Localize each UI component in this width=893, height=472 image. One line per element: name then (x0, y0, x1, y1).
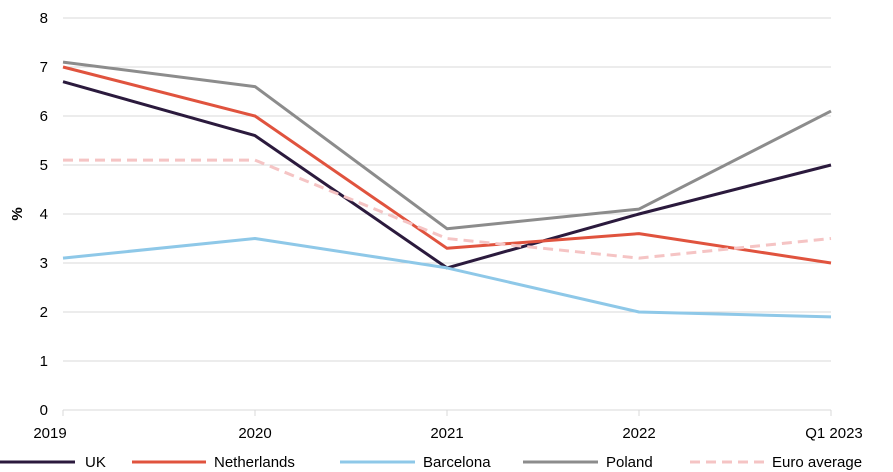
legend-label: Netherlands (214, 454, 295, 471)
legend-item: Poland (523, 454, 653, 471)
y-tick-label: 6 (40, 108, 48, 125)
y-axis: 0 1 2 3 4 5 6 7 8 (40, 10, 48, 419)
x-tick-label: 2020 (238, 425, 271, 442)
legend-label: UK (85, 454, 106, 471)
series-line-barcelona (62, 237, 832, 319)
y-tick-label: 4 (40, 206, 48, 223)
legend-label: Barcelona (423, 454, 491, 471)
x-tick-label: Q1 2023 (805, 425, 863, 442)
x-tick-label: 2019 (33, 425, 66, 442)
legend-item: Barcelona (340, 454, 491, 471)
legend-label: Poland (606, 454, 653, 471)
legend-label: Euro average (772, 454, 862, 471)
legend: UK Netherlands Barcelona Poland Euro average (0, 454, 862, 471)
x-tick-label: 2022 (622, 425, 655, 442)
x-tick-label: 2021 (430, 425, 463, 442)
gridlines (63, 17, 831, 362)
series-line-netherlands (62, 65, 832, 265)
legend-item: Euro average (690, 454, 862, 471)
series-line-uk (62, 80, 832, 270)
y-tick-label: 1 (40, 353, 48, 370)
legend-item: Netherlands (132, 454, 295, 471)
y-tick-label: 7 (40, 59, 48, 76)
y-tick-label: 3 (40, 255, 48, 272)
x-axis: 2019 2020 2021 2022 Q1 2023 (33, 409, 863, 442)
series-line-poland (62, 60, 832, 231)
y-axis-label: % (9, 207, 26, 220)
y-tick-label: 0 (40, 402, 48, 419)
series-lines (62, 60, 832, 319)
legend-item: UK (0, 454, 106, 471)
y-tick-label: 2 (40, 304, 48, 321)
y-tick-label: 8 (40, 10, 48, 27)
series-line-euro-average (63, 158, 832, 260)
y-tick-label: 5 (40, 157, 48, 174)
